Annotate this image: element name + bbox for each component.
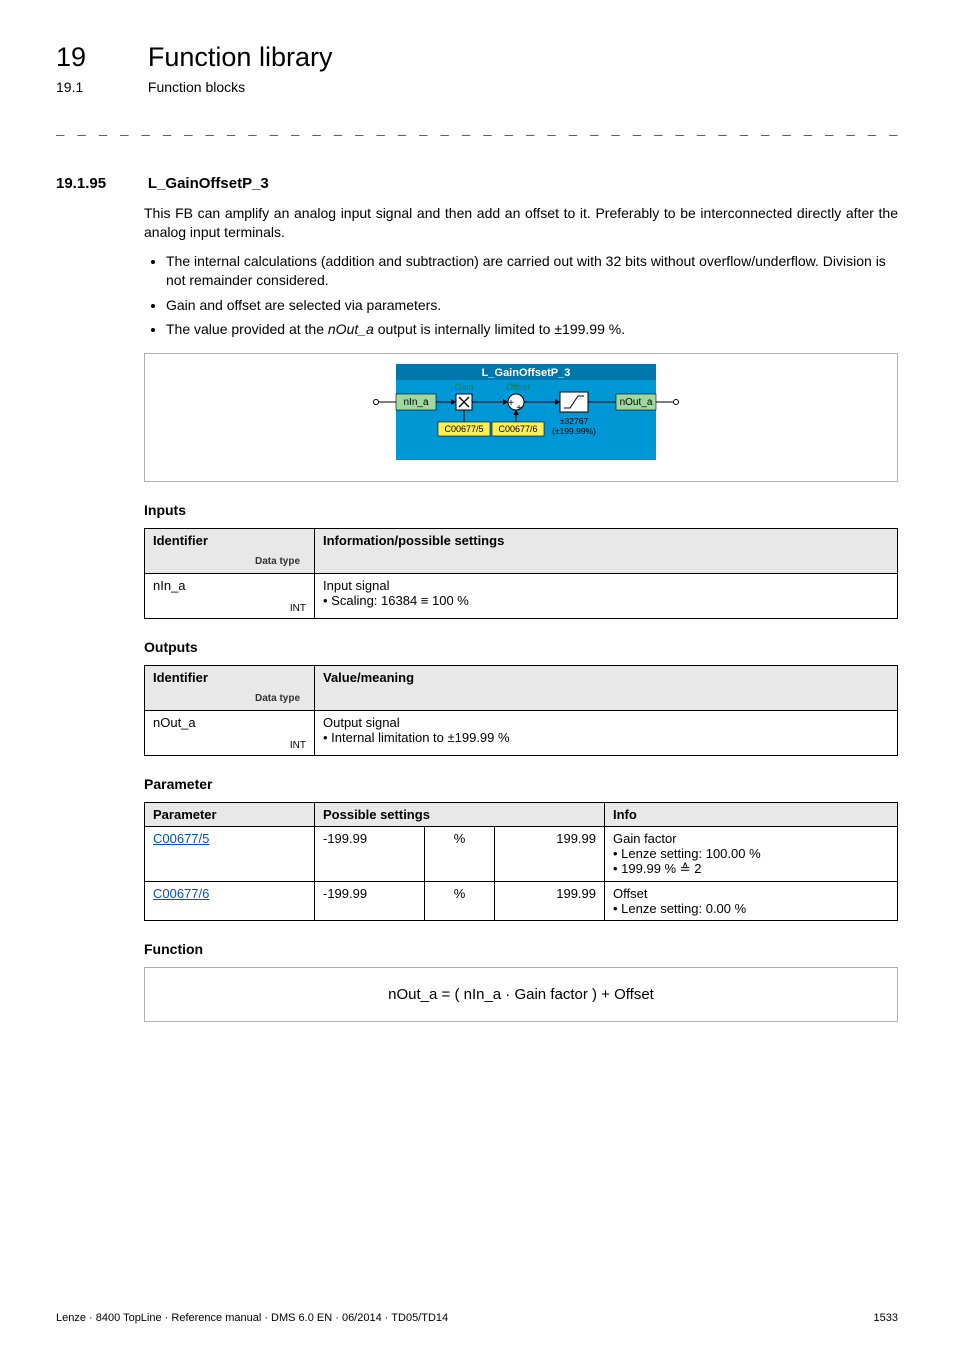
identifier-name: nOut_a (153, 715, 196, 730)
svg-text:Gain: Gain (454, 382, 473, 392)
svg-text:C00677/6: C00677/6 (498, 424, 537, 434)
min-value: -199.99 (315, 882, 425, 921)
outputs-heading: Outputs (144, 639, 898, 655)
table-row: C00677/5 -199.99 % 199.99 Gain factor • … (145, 827, 898, 882)
parameter-link[interactable]: C00677/6 (153, 886, 209, 901)
section-title: L_GainOffsetP_3 (148, 175, 269, 192)
max-value: 199.99 (495, 827, 605, 882)
parameter-heading: Parameter (144, 776, 898, 792)
footer-left: Lenze · 8400 TopLine · Reference manual … (56, 1312, 448, 1324)
bullet-item: The value provided at the nOut_a output … (166, 320, 898, 339)
svg-text:±32767: ±32767 (560, 416, 589, 426)
table-header-settings: Possible settings (315, 803, 605, 827)
outputs-table: Identifier Data type Value/meaning nOut_… (144, 665, 898, 756)
min-value: -199.99 (315, 827, 425, 882)
section-number: 19.1.95 (56, 175, 144, 192)
table-header-parameter: Parameter (145, 803, 315, 827)
svg-text:L_GainOffsetP_3: L_GainOffsetP_3 (482, 367, 571, 379)
bullet-text: output is internally limited to ±199.99 … (374, 321, 625, 337)
identifier-name: nIn_a (153, 578, 186, 593)
svg-text:+: + (508, 398, 514, 409)
diagram-container: L_GainOffsetP_3nIn_anOut_aGainC00677/5++… (144, 353, 898, 482)
table-row: nOut_a INT Output signal • Internal limi… (145, 711, 898, 756)
unit-value: % (425, 827, 495, 882)
page-header: 19 Function library 19.1 Function blocks (56, 42, 898, 95)
table-header-info: Info (605, 803, 898, 827)
bullet-list: The internal calculations (addition and … (144, 252, 898, 340)
datatype-value: INT (153, 603, 306, 614)
col-label: Identifier (153, 533, 208, 548)
table-row: nIn_a INT Input signal • Scaling: 16384 … (145, 574, 898, 619)
bullet-item: Gain and offset are selected via paramet… (166, 296, 898, 315)
parameter-table: Parameter Possible settings Info C00677/… (144, 802, 898, 921)
datatype-label: Data type (255, 693, 300, 704)
info-line: • Internal limitation to ±199.99 % (323, 730, 510, 745)
max-value: 199.99 (495, 882, 605, 921)
info-line: Gain factor (613, 831, 677, 846)
divider-rule: _ _ _ _ _ _ _ _ _ _ _ _ _ _ _ _ _ _ _ _ … (56, 123, 898, 139)
col-label: Identifier (153, 670, 208, 685)
bullet-item: The internal calculations (addition and … (166, 252, 898, 290)
datatype-value: INT (153, 740, 306, 751)
info-line: • 199.99 % ≙ 2 (613, 861, 701, 876)
intro-paragraph: This FB can amplify an analog input sign… (144, 204, 898, 242)
svg-text:nIn_a: nIn_a (403, 397, 428, 408)
formula-box: nOut_a = ( nIn_a · Gain factor ) + Offse… (144, 967, 898, 1022)
subchapter-title: Function blocks (148, 79, 245, 95)
info-line: • Lenze setting: 100.00 % (613, 846, 761, 861)
table-row: C00677/6 -199.99 % 199.99 Offset • Lenze… (145, 882, 898, 921)
block-diagram: L_GainOffsetP_3nIn_anOut_aGainC00677/5++… (356, 364, 686, 467)
info-line: • Lenze setting: 0.00 % (613, 901, 746, 916)
function-heading: Function (144, 941, 898, 957)
inputs-table: Identifier Data type Information/possibl… (144, 528, 898, 619)
bullet-em: nOut_a (328, 321, 374, 337)
bullet-text: The value provided at the (166, 321, 328, 337)
subchapter-number: 19.1 (56, 79, 144, 95)
page-footer: Lenze · 8400 TopLine · Reference manual … (56, 1312, 898, 1324)
diagram-svg: L_GainOffsetP_3nIn_anOut_aGainC00677/5++… (356, 364, 686, 464)
svg-text:C00677/5: C00677/5 (444, 424, 483, 434)
table-header-identifier: Identifier Data type (145, 666, 315, 711)
svg-text:nOut_a: nOut_a (620, 397, 653, 408)
svg-text:(±199.99%): (±199.99%) (552, 426, 596, 436)
info-line: Offset (613, 886, 647, 901)
footer-page-number: 1533 (874, 1312, 898, 1324)
parameter-link[interactable]: C00677/5 (153, 831, 209, 846)
formula-text: nOut_a = ( nIn_a · Gain factor ) + Offse… (388, 986, 654, 1003)
svg-text:Offset: Offset (506, 382, 531, 392)
inputs-heading: Inputs (144, 502, 898, 518)
unit-value: % (425, 882, 495, 921)
table-header-info: Value/meaning (315, 666, 898, 711)
chapter-number: 19 (56, 42, 144, 73)
datatype-label: Data type (255, 556, 300, 567)
section-heading: 19.1.95 L_GainOffsetP_3 (56, 175, 898, 192)
table-header-info: Information/possible settings (315, 529, 898, 574)
table-header-identifier: Identifier Data type (145, 529, 315, 574)
info-line: Input signal (323, 578, 390, 593)
info-line: • Scaling: 16384 ≡ 100 % (323, 593, 469, 608)
chapter-title: Function library (148, 42, 333, 73)
info-line: Output signal (323, 715, 400, 730)
